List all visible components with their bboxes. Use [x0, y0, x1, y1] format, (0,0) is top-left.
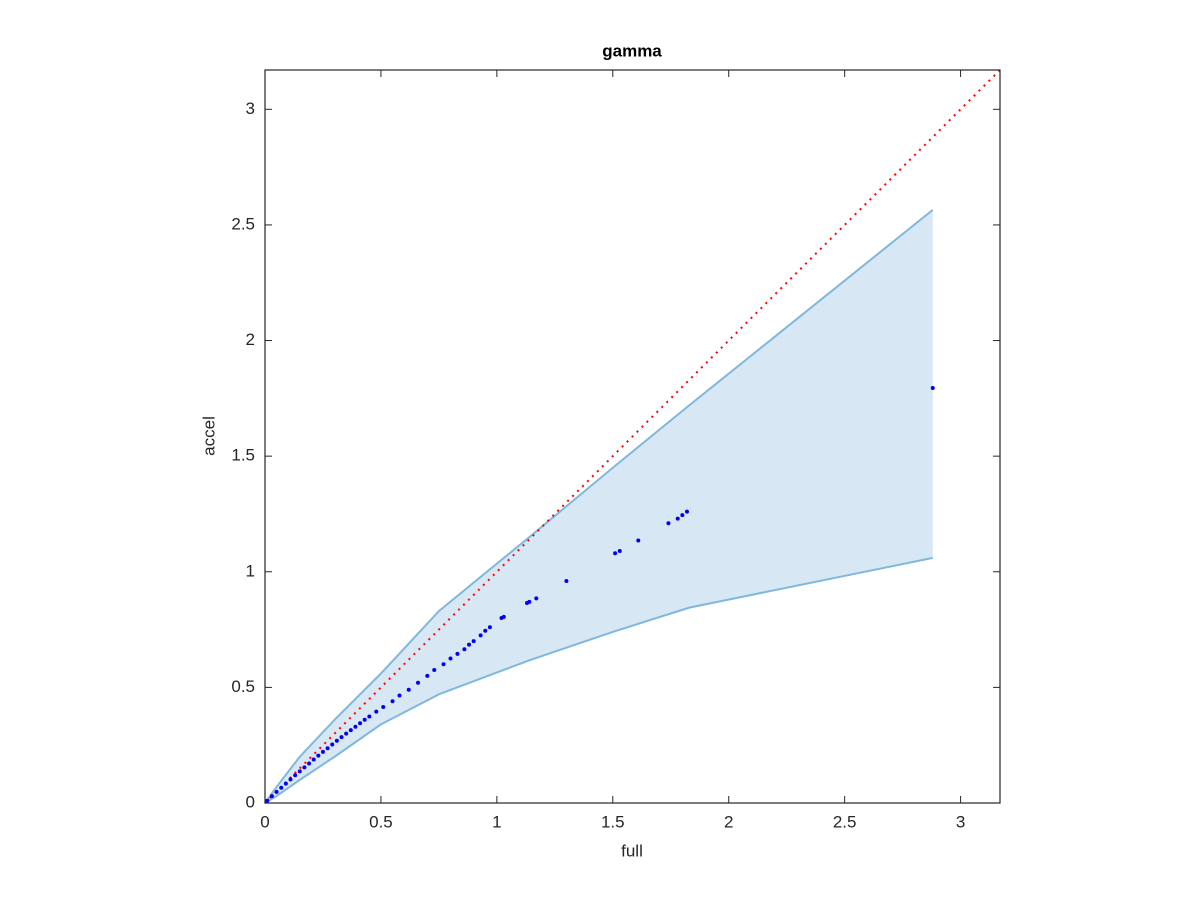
data-point: [455, 651, 460, 656]
data-point: [483, 628, 488, 633]
x-tick-label: 0.5: [369, 812, 393, 831]
data-point: [279, 785, 284, 790]
data-point: [269, 794, 274, 799]
data-point: [297, 769, 302, 774]
data-point: [930, 385, 935, 390]
data-point: [274, 789, 279, 794]
data-point: [325, 746, 330, 751]
data-point: [302, 765, 307, 770]
data-point: [311, 757, 316, 762]
reference-line: [264, 69, 1001, 804]
data-point: [675, 516, 680, 521]
data-point: [636, 538, 641, 543]
x-tick-label: 3: [956, 812, 965, 831]
data-point: [390, 699, 395, 704]
data-point: [353, 724, 358, 729]
data-point: [288, 777, 293, 782]
y-axis-label: accel: [199, 416, 218, 456]
x-tick-label: 0: [260, 812, 269, 831]
band-upper-line: [264, 209, 934, 804]
data-point: [283, 781, 288, 786]
confidence-band: [265, 209, 933, 803]
data-point: [425, 673, 430, 678]
data-point: [265, 798, 270, 803]
data-point: [478, 633, 483, 638]
y-tick-label: 2.5: [231, 214, 255, 233]
data-point: [307, 761, 312, 766]
data-point: [487, 625, 492, 630]
data-point: [471, 639, 476, 644]
data-point: [397, 693, 402, 698]
data-point: [374, 709, 379, 714]
data-point: [362, 717, 367, 722]
x-axis-label: full: [621, 841, 643, 860]
data-point: [334, 738, 339, 743]
data-point: [534, 596, 539, 601]
data-point: [617, 548, 622, 553]
data-point: [367, 714, 372, 719]
chart-title: gamma: [602, 41, 662, 60]
data-point: [441, 662, 446, 667]
data-point: [381, 705, 386, 710]
data-point: [501, 614, 506, 619]
data-point: [527, 599, 532, 604]
data-point: [564, 579, 569, 584]
data-point: [416, 680, 421, 685]
y-tick-label: 2: [246, 330, 255, 349]
data-point: [467, 642, 472, 647]
data-point: [666, 521, 671, 526]
x-tick-label: 1: [492, 812, 501, 831]
data-point: [684, 509, 689, 514]
data-point: [358, 721, 363, 726]
x-tick-label: 2: [724, 812, 733, 831]
axes-box: [264, 69, 1001, 804]
data-point: [293, 773, 298, 778]
data-point: [348, 728, 353, 733]
data-point: [339, 735, 344, 740]
data-point: [330, 742, 335, 747]
data-point: [680, 513, 685, 518]
x-tick-label: 1.5: [601, 812, 625, 831]
data-point: [320, 749, 325, 754]
y-tick-label: 1: [246, 561, 255, 580]
data-point: [344, 731, 349, 736]
data-point: [316, 753, 321, 758]
y-tick-label: 3: [246, 99, 255, 118]
y-tick-label: 0: [246, 792, 255, 811]
x-tick-label: 2.5: [833, 812, 857, 831]
data-point: [462, 647, 467, 652]
y-tick-label: 1.5: [231, 446, 255, 465]
data-point: [613, 551, 618, 556]
data-point: [432, 668, 437, 673]
band-lower-line: [264, 556, 933, 804]
y-tick-label: 0.5: [231, 677, 255, 696]
data-point: [406, 687, 411, 692]
data-point: [448, 656, 453, 661]
